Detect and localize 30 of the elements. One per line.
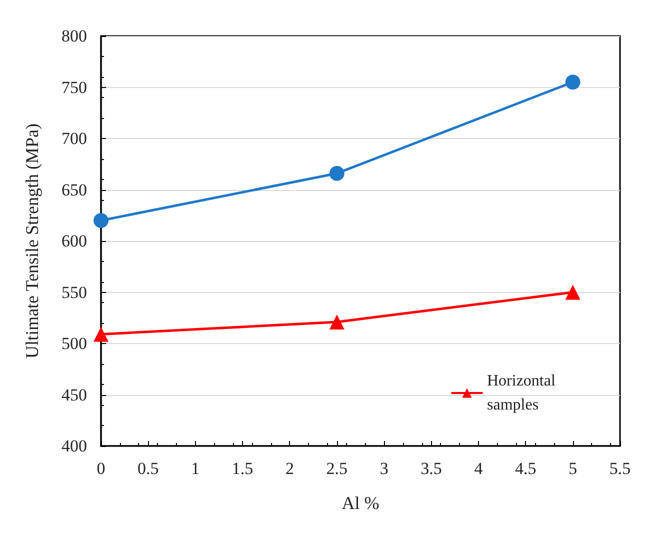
- point: [565, 284, 580, 300]
- y-tick-label: 500: [62, 334, 87, 353]
- point: [94, 213, 108, 228]
- point: [94, 326, 108, 342]
- y-tick-label: 450: [62, 385, 87, 404]
- x-tick-label: 3: [380, 459, 388, 478]
- x-tick-label: 0: [96, 459, 106, 478]
- x-tick-label: 4.5: [515, 459, 536, 478]
- point: [565, 74, 580, 90]
- y-tick-label: 600: [62, 232, 87, 250]
- x-tick-label: 1.5: [232, 459, 254, 478]
- point: [329, 314, 344, 330]
- x-tick-label: 2: [285, 459, 294, 478]
- y-tick-label: 650: [62, 180, 87, 200]
- x-tick-label: 1: [191, 459, 200, 478]
- x-tick-label: 3.5: [420, 459, 442, 478]
- y-tick-label: 750: [62, 78, 87, 97]
- y-tick-label: 400: [62, 436, 87, 456]
- x-axis-title: Al %: [342, 493, 380, 513]
- y-tick-label: 700: [62, 129, 87, 148]
- y-tick-label: 550: [62, 282, 87, 302]
- point: [329, 166, 344, 181]
- x-tick-label: 5.5: [609, 459, 631, 478]
- x-tick-label: 4: [474, 459, 484, 478]
- x-tick-label: 2.5: [326, 459, 348, 478]
- y-tick-label: 800: [62, 26, 87, 46]
- x-tick-label: 0.5: [138, 459, 159, 478]
- legend-label: Horizontal samples: [487, 372, 560, 414]
- y-axis-title: Ultimate Tensile Strength (MPa): [22, 124, 42, 358]
- x-tick-label: 5: [568, 459, 578, 478]
